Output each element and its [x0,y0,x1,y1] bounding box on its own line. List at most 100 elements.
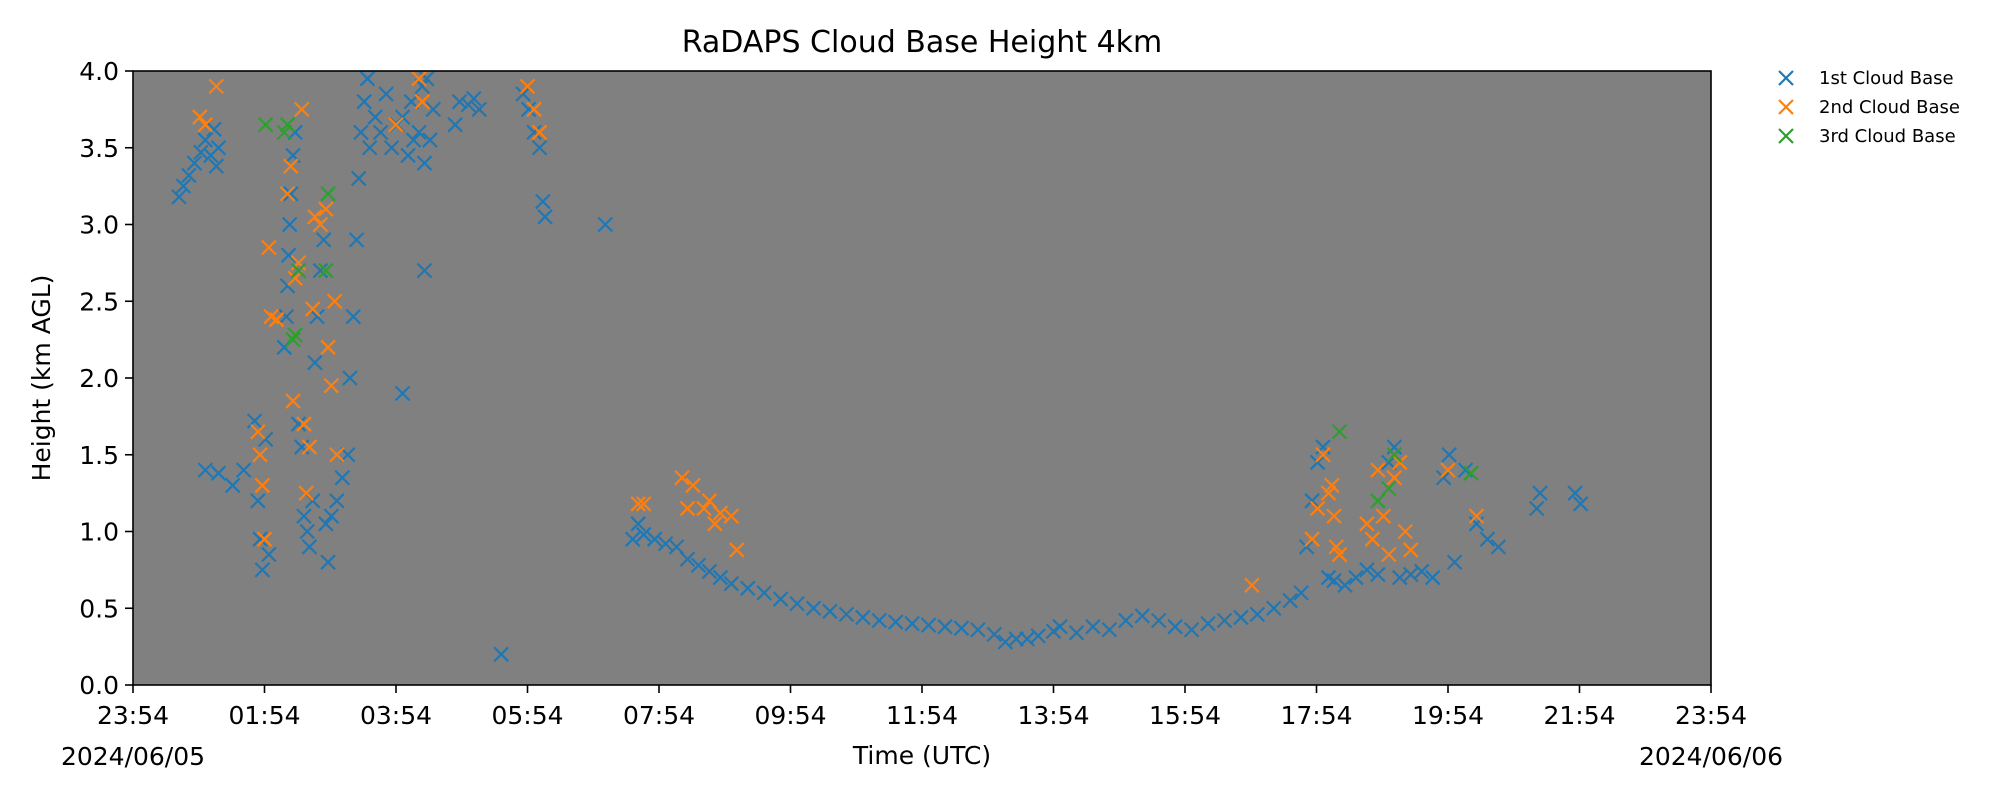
y-tick-label: 3.0 [79,211,119,240]
point-series-2-47 [1315,446,1331,463]
point-series-1-47 [350,170,367,187]
point-series-1-109 [997,634,1014,650]
point-series-1-154 [1532,485,1548,501]
point-series-2-26 [329,446,345,463]
x-tick-label: 05:54 [491,701,563,730]
point-series-1-128 [1282,592,1298,609]
y-axis-label: Height (km AGL) [27,275,56,482]
x-tick-label: 15:54 [1149,701,1221,730]
point-series-1-8 [208,158,225,174]
point-series-2-41 [712,505,729,521]
point-series-2-62 [1440,462,1456,478]
point-series-1-7 [206,121,222,138]
point-series-1-140 [1381,454,1397,471]
point-series-1-70 [451,93,468,110]
point-series-1-44 [342,370,358,386]
point-series-2-43 [729,542,745,558]
point-series-2-0 [192,109,208,125]
point-series-2-4 [252,446,268,463]
point-series-2-9 [268,311,285,328]
point-series-2-31 [526,101,542,118]
point-series-2-35 [674,469,690,486]
point-series-1-123 [1200,615,1216,632]
point-series-1-34 [307,354,323,371]
point-series-3-3 [285,331,301,348]
point-series-1-30 [296,508,312,524]
point-series-2-16 [296,416,312,432]
point-series-1-69 [447,116,463,133]
point-series-2-63 [1468,508,1485,524]
point-series-1-63 [414,78,431,95]
point-series-2-18 [301,439,318,455]
point-series-2-23 [320,339,336,356]
point-series-2-36 [679,500,696,517]
point-series-1-76 [520,101,537,118]
point-series-3-8 [1331,423,1348,440]
point-series-3-11 [1386,446,1403,463]
legend-label-3: 3rd Cloud Base [1819,126,1956,147]
point-series-1-21 [278,308,295,325]
point-series-1-119 [1134,608,1151,624]
point-series-3-10 [1381,480,1397,497]
point-series-1-93 [739,580,756,597]
point-series-1-41 [329,493,345,509]
point-series-1-74 [493,646,509,663]
point-series-3-1 [276,124,293,141]
legend-marker-3 [1778,128,1794,144]
point-series-1-78 [531,139,548,156]
point-series-1-117 [1101,621,1118,638]
y-tick-label: 3.5 [79,134,119,163]
point-series-1-9 [210,139,227,156]
point-series-1-129 [1293,585,1309,601]
point-series-1-51 [361,139,378,156]
point-series-1-111 [1019,631,1035,647]
x-axis-label: Time (UTC) [852,741,991,770]
point-series-1-150 [1468,516,1485,532]
point-series-1-13 [235,462,252,478]
point-series-1-136 [1337,577,1353,594]
point-series-1-97 [805,600,822,617]
point-series-1-23 [280,247,297,263]
point-series-1-85 [646,531,663,547]
point-series-1-79 [535,193,551,210]
point-series-1-48 [353,124,369,141]
point-series-1-151 [1479,531,1496,547]
point-series-2-51 [1328,539,1345,555]
y-tick-label: 2.0 [79,364,119,393]
y-tick-label: 1.5 [79,441,119,470]
point-series-2-45 [1304,531,1320,547]
point-series-2-20 [307,209,323,225]
point-series-1-16 [252,531,268,547]
point-series-1-120 [1150,612,1167,629]
point-series-1-112 [1030,628,1046,644]
point-series-1-60 [403,93,420,110]
point-series-1-0 [171,189,187,205]
point-series-2-10 [279,186,296,202]
point-series-2-50 [1326,508,1342,524]
point-series-1-38 [318,516,334,532]
point-series-1-83 [630,516,646,532]
point-series-1-55 [383,139,400,156]
date-label-start: 2024/06/05 [61,742,205,771]
y-tick-label: 2.5 [79,287,119,316]
point-series-1-98 [822,603,838,620]
point-series-1-146 [1435,469,1452,486]
point-series-2-38 [696,500,712,517]
point-series-1-19 [261,546,277,563]
point-series-1-126 [1249,606,1266,623]
point-series-1-80 [537,209,553,225]
point-series-1-99 [838,606,855,623]
legend-marker-2 [1778,99,1794,115]
point-series-1-24 [281,216,298,233]
point-series-2-53 [1359,516,1375,532]
point-series-1-156 [1572,496,1589,512]
point-series-1-145 [1424,569,1441,586]
point-series-2-48 [1320,485,1337,501]
point-series-2-32 [531,124,548,141]
point-series-1-2 [181,167,197,184]
point-series-1-90 [701,563,718,580]
point-series-1-32 [301,539,318,555]
point-series-2-24 [323,377,340,394]
legend: 1st Cloud Base 2nd Cloud Base 3rd Cloud Ba… [1778,68,1960,147]
